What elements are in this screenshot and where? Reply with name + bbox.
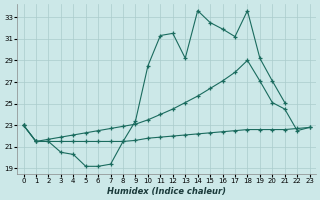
X-axis label: Humidex (Indice chaleur): Humidex (Indice chaleur) xyxy=(107,187,226,196)
